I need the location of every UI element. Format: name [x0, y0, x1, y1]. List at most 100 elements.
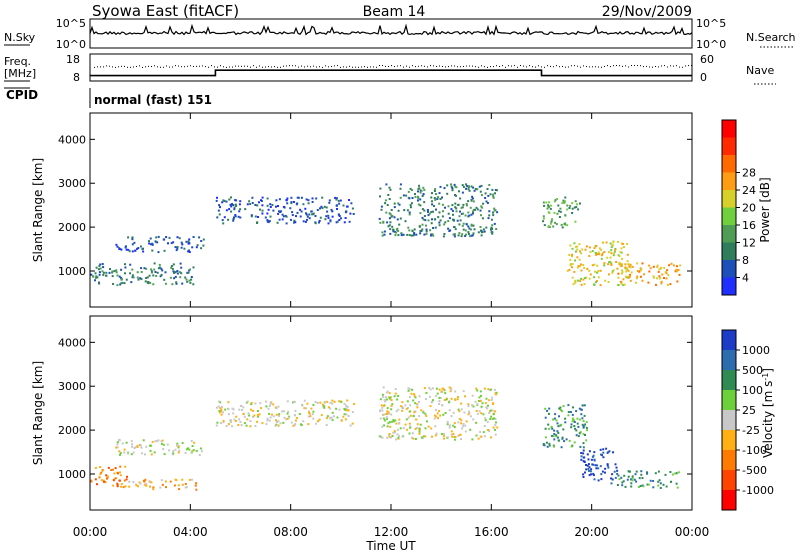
echo-cell: [611, 473, 614, 476]
colorbar-swatch: [722, 390, 736, 411]
echo-cell: [131, 236, 134, 239]
echo-cell: [435, 193, 437, 195]
echo-cell: [489, 409, 492, 412]
echo-cell: [131, 250, 134, 253]
echo-cell: [277, 424, 280, 427]
echo-cell: [396, 433, 399, 436]
echo-cell: [652, 275, 655, 278]
echo-cell: [630, 478, 632, 481]
echo-cell: [256, 420, 259, 423]
echo-cell: [218, 410, 221, 412]
echo-cell: [387, 411, 390, 414]
echo-cell: [252, 409, 255, 412]
echo-cell: [582, 426, 585, 429]
echo-cell: [299, 208, 302, 211]
nave-point: [232, 66, 233, 68]
echo-cell: [494, 192, 496, 195]
echo-cell: [431, 233, 434, 236]
nave-point: [520, 65, 521, 66]
echo-cell: [464, 235, 467, 237]
nave-point: [109, 65, 110, 67]
echo-cell: [467, 200, 470, 203]
echo-cell: [495, 189, 498, 192]
echo-cell: [454, 202, 457, 205]
nave-point: [607, 65, 608, 67]
echo-cell: [447, 227, 450, 230]
nave-point: [496, 65, 497, 67]
echo-cell: [589, 470, 592, 473]
echo-cell: [188, 249, 190, 252]
echo-cell: [383, 419, 386, 422]
echo-cell: [399, 427, 402, 430]
echo-cell: [398, 223, 401, 226]
echo-cell: [414, 410, 417, 413]
echo-cell: [234, 203, 237, 206]
echo-cell: [563, 201, 566, 204]
echo-cell: [119, 474, 122, 477]
echo-cell: [634, 473, 637, 476]
echo-cell: [585, 468, 588, 471]
echo-cell: [120, 282, 123, 285]
echo-cell: [591, 455, 594, 458]
echo-cell: [566, 269, 569, 272]
echo-cell: [592, 472, 595, 475]
echo-cell: [595, 467, 598, 470]
nave-point: [604, 66, 605, 67]
echo-cell: [542, 220, 545, 223]
echo-cell: [138, 481, 141, 484]
echo-cell: [389, 232, 392, 235]
echo-cell: [128, 480, 131, 483]
echo-cell: [305, 213, 308, 216]
echo-cell: [404, 220, 407, 223]
echo-cell: [340, 217, 342, 220]
echo-cell: [610, 482, 613, 485]
echo-cell: [282, 205, 285, 208]
echo-cell: [413, 411, 416, 414]
echo-cell: [486, 202, 489, 204]
echo-cell: [412, 234, 415, 237]
echo-cell: [323, 405, 326, 408]
noise-tick-high-left: 10^5: [56, 17, 86, 30]
echo-cell: [578, 265, 581, 268]
echo-cell: [572, 419, 575, 422]
echo-cell: [216, 421, 219, 424]
echo-cell: [286, 202, 289, 205]
echo-cell: [431, 435, 433, 438]
echo-cell: [615, 466, 618, 469]
echo-cell: [582, 460, 585, 463]
nave-point: [247, 65, 248, 67]
echo-cell: [453, 426, 456, 429]
echo-cell: [327, 406, 330, 409]
echo-cell: [407, 190, 410, 193]
echo-cell: [460, 235, 463, 238]
colorbar-tick-label: 28: [742, 167, 756, 180]
nave-point: [166, 65, 167, 67]
echo-cell: [265, 405, 268, 408]
echo-cell: [594, 270, 597, 273]
echo-cell: [112, 484, 115, 487]
echo-cell: [150, 444, 152, 447]
echo-cell: [420, 436, 423, 439]
echo-cell: [398, 434, 401, 437]
echo-cell: [652, 480, 655, 482]
echo-cell: [185, 240, 188, 243]
echo-cell: [267, 407, 270, 410]
velocity-y-axis-label: Slant Range [km]: [31, 361, 45, 465]
echo-cell: [344, 211, 347, 214]
nave-point: [271, 66, 272, 68]
echo-cell: [113, 472, 116, 475]
echo-cell: [347, 415, 350, 417]
noise-tick-low-left: 10^0: [56, 38, 86, 51]
echo-cell: [141, 452, 144, 455]
echo-cell: [571, 276, 574, 279]
echo-cell: [459, 197, 462, 200]
echo-cell: [416, 423, 419, 426]
echo-cell: [484, 402, 487, 405]
echo-cell: [625, 267, 628, 270]
echo-cell: [293, 400, 296, 403]
echo-cell: [566, 208, 569, 211]
echo-cell: [494, 428, 496, 431]
echo-cell: [134, 249, 137, 252]
echo-cell: [408, 432, 411, 435]
echo-cell: [254, 402, 257, 405]
